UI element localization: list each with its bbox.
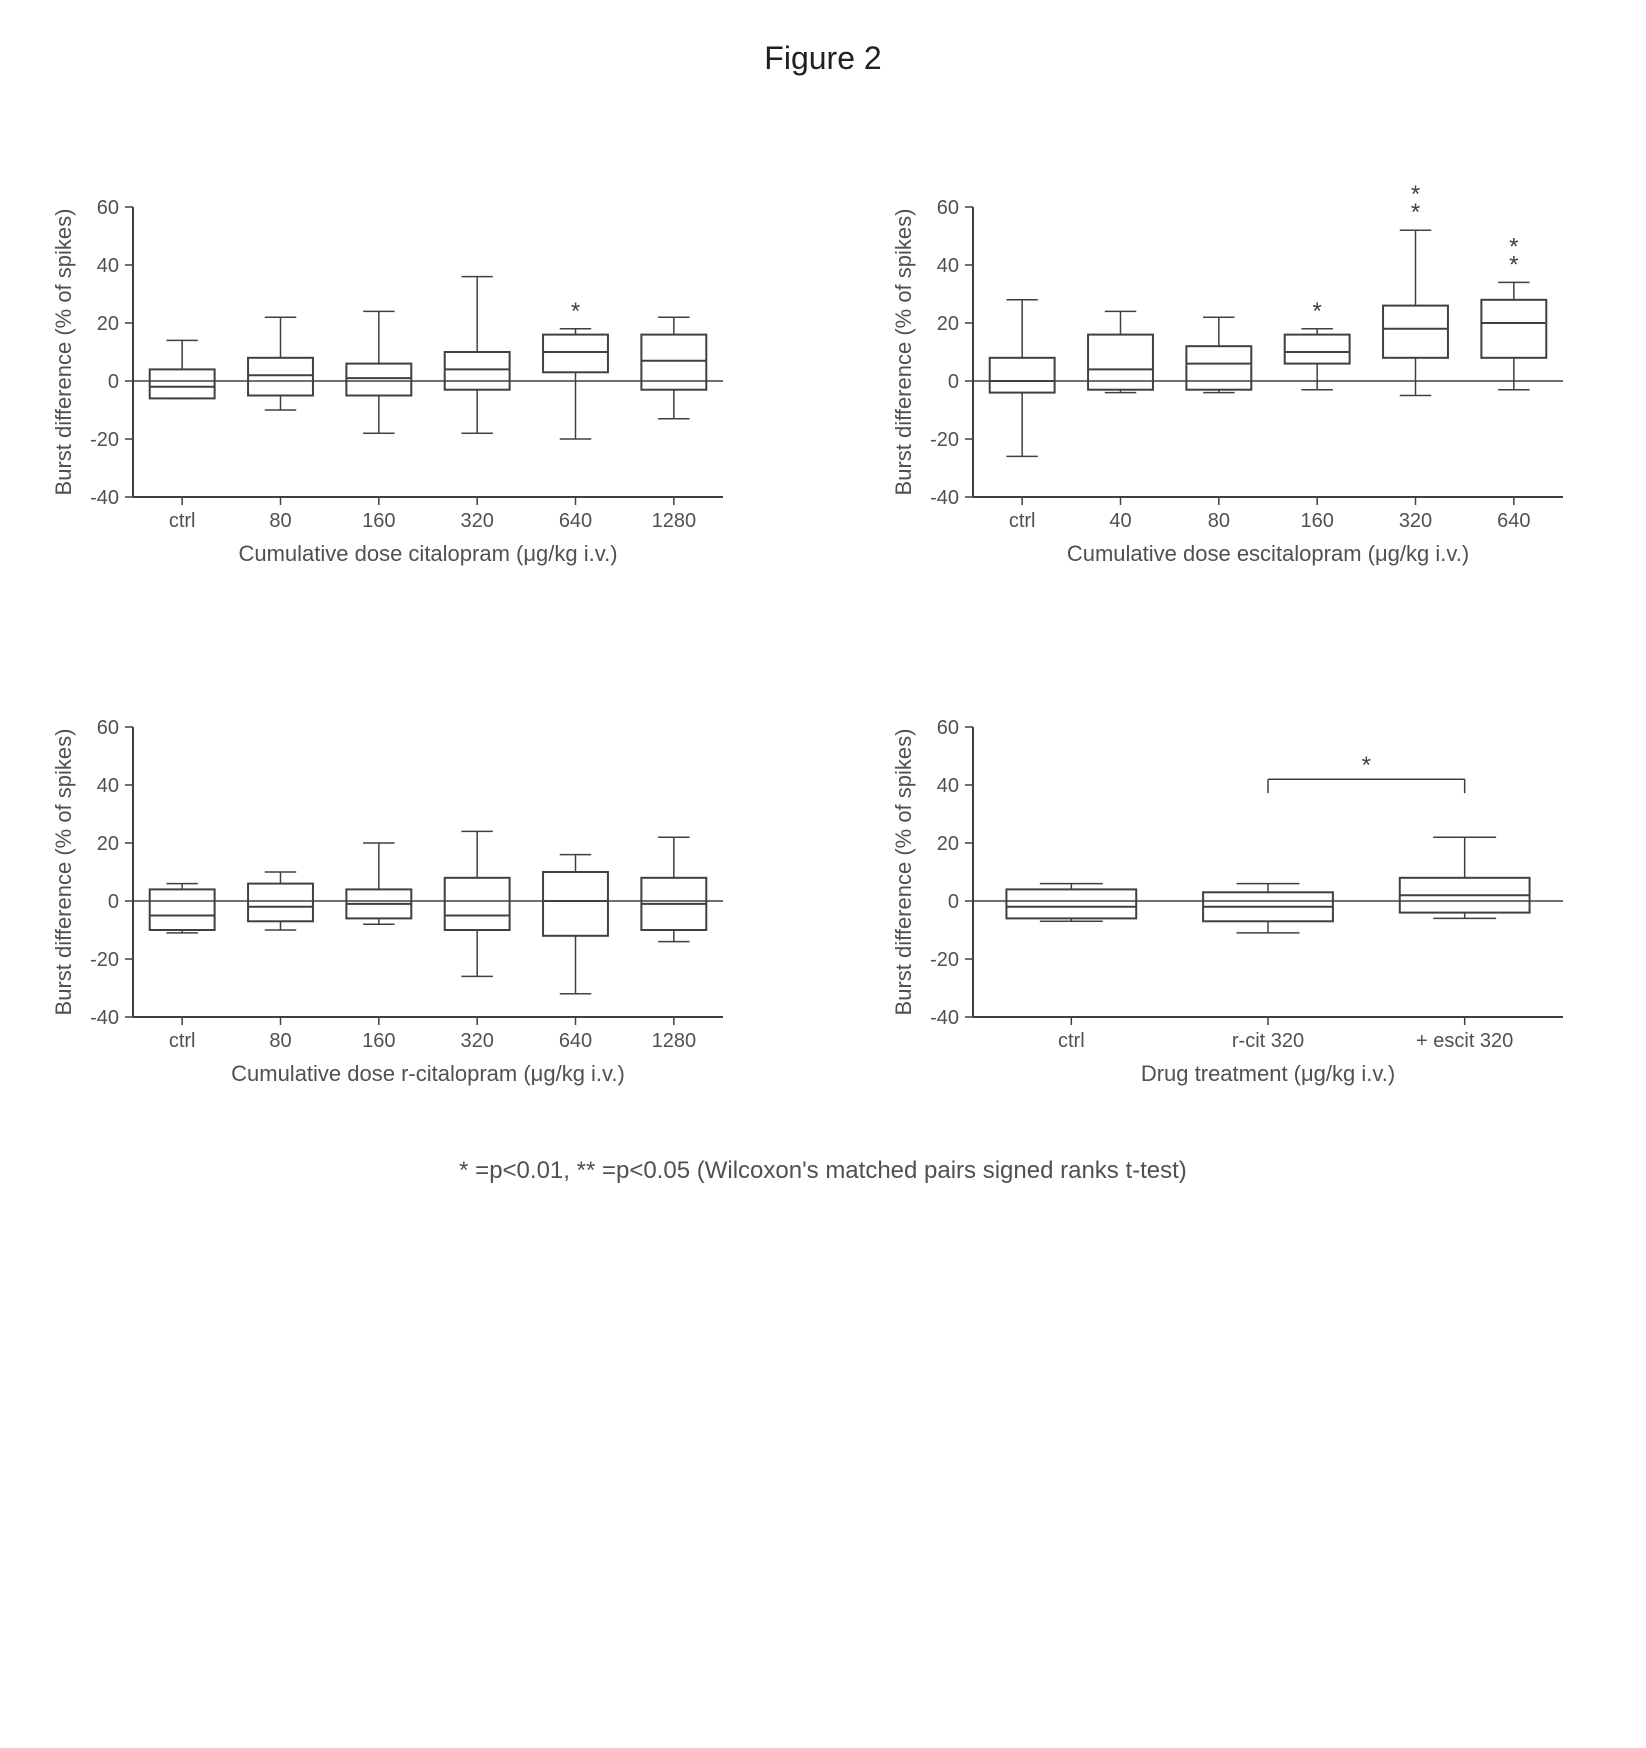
sig-star: * — [1411, 199, 1420, 226]
xtick-label: ctrl — [1058, 1030, 1085, 1052]
ytick-label: -20 — [930, 429, 959, 451]
ytick-label: -40 — [90, 487, 119, 509]
panel-A: -40 -20 0 20 40 60 ctrl 80 160 320 640 1280 * Burst d… — [43, 157, 743, 577]
ytick-label: 20 — [937, 833, 959, 855]
ytick-label: 0 — [108, 371, 119, 393]
xtick-label: 320 — [460, 1030, 493, 1052]
boxplot-box — [248, 884, 313, 922]
boxplot-box — [150, 369, 215, 398]
ylabel: Burst difference (% of spikes) — [891, 209, 916, 496]
xlabel: Cumulative dose escitalopram (μg/kg i.v.… — [1067, 541, 1469, 566]
boxplot-box — [150, 889, 215, 930]
xtick-label: ctrl — [169, 510, 196, 532]
ytick-label: 40 — [937, 255, 959, 277]
sig-star: * — [1312, 298, 1321, 325]
panel-C: -40 -20 0 20 40 60 ctrl 80 160 320 640 1280 Burst di… — [43, 677, 743, 1097]
ytick-label: 40 — [937, 775, 959, 797]
panel-grid: -40 -20 0 20 40 60 ctrl 80 160 320 640 1280 * Burst d… — [43, 157, 1603, 1097]
ytick-label: 40 — [97, 255, 119, 277]
boxplot-box — [1285, 335, 1350, 364]
ytick-label: 0 — [948, 371, 959, 393]
ytick-label: 40 — [97, 775, 119, 797]
panel-B: -40-200204060ctrl4080160320640*****Burst… — [883, 157, 1583, 577]
sig-star: * — [1509, 251, 1518, 278]
ytick-label: 60 — [97, 197, 119, 219]
sig-star: * — [571, 298, 580, 325]
xtick-label: 160 — [362, 510, 395, 532]
xtick-label: 40 — [1109, 510, 1131, 532]
xtick-label: 320 — [1399, 510, 1432, 532]
xtick-label: r-cit 320 — [1232, 1030, 1304, 1052]
xtick-label: 640 — [559, 1030, 592, 1052]
ylabel: Burst difference (% of spikes) — [51, 729, 76, 1016]
ytick-label: 20 — [97, 833, 119, 855]
figure-title: Figure 2 — [43, 40, 1603, 77]
xtick-label: 160 — [1300, 510, 1333, 532]
ytick-label: -40 — [930, 1007, 959, 1029]
panel-D-wrap: -40 -20 0 20 40 60 ctrl r-cit 320 + escit 320 * Bu… — [883, 677, 1603, 1097]
boxplot-box — [1006, 889, 1136, 918]
xtick-label: 80 — [269, 510, 291, 532]
xlabel: Drug treatment (μg/kg i.v.) — [1141, 1061, 1395, 1086]
panel-D: -40 -20 0 20 40 60 ctrl r-cit 320 + escit 320 * Bu… — [883, 677, 1583, 1097]
boxplot-box — [990, 358, 1055, 393]
xtick-label: 160 — [362, 1030, 395, 1052]
xtick-label: + escit 320 — [1416, 1030, 1513, 1052]
boxplot-box — [1383, 306, 1448, 358]
boxplot-box — [346, 364, 411, 396]
xlabel: Cumulative dose citalopram (μg/kg i.v.) — [238, 541, 617, 566]
boxplot-box — [1481, 300, 1546, 358]
boxplot-box — [543, 335, 608, 373]
panel-B-wrap: -40-200204060ctrl4080160320640*****Burst… — [883, 157, 1603, 577]
ytick-label: 60 — [97, 717, 119, 739]
ytick-label: 0 — [108, 891, 119, 913]
xtick-label: ctrl — [169, 1030, 196, 1052]
boxplot-box — [445, 352, 510, 390]
panel-A-wrap: -40 -20 0 20 40 60 ctrl 80 160 320 640 1280 * Burst d… — [43, 157, 763, 577]
xtick-label: 1280 — [652, 1030, 697, 1052]
ytick-label: -40 — [930, 487, 959, 509]
xtick-label: 1280 — [652, 510, 697, 532]
xtick-label: 320 — [460, 510, 493, 532]
ytick-label: 0 — [948, 891, 959, 913]
ytick-label: 20 — [97, 313, 119, 335]
boxplot-box — [543, 872, 608, 936]
ylabel: Burst difference (% of spikes) — [51, 209, 76, 496]
xtick-label: 80 — [269, 1030, 291, 1052]
ytick-label: 20 — [937, 313, 959, 335]
panel-C-wrap: -40 -20 0 20 40 60 ctrl 80 160 320 640 1280 Burst di… — [43, 677, 763, 1097]
ytick-label: 60 — [937, 717, 959, 739]
ytick-label: -20 — [90, 429, 119, 451]
boxplot-box — [248, 358, 313, 396]
xtick-label: ctrl — [1009, 510, 1036, 532]
boxplot-box — [445, 878, 510, 930]
ytick-label: 60 — [937, 197, 959, 219]
ylabel: Burst difference (% of spikes) — [891, 729, 916, 1016]
xtick-label: 80 — [1208, 510, 1230, 532]
sig-bracket-label: * — [1362, 752, 1371, 779]
ytick-label: -20 — [930, 949, 959, 971]
xtick-label: 640 — [559, 510, 592, 532]
boxplot-box — [1186, 346, 1251, 390]
ytick-label: -40 — [90, 1007, 119, 1029]
xtick-label: 640 — [1497, 510, 1530, 532]
xlabel: Cumulative dose r-citalopram (μg/kg i.v.… — [231, 1061, 625, 1086]
caption: * =p<0.01, ** =p<0.05 (Wilcoxon's matche… — [43, 1157, 1603, 1185]
ytick-label: -20 — [90, 949, 119, 971]
